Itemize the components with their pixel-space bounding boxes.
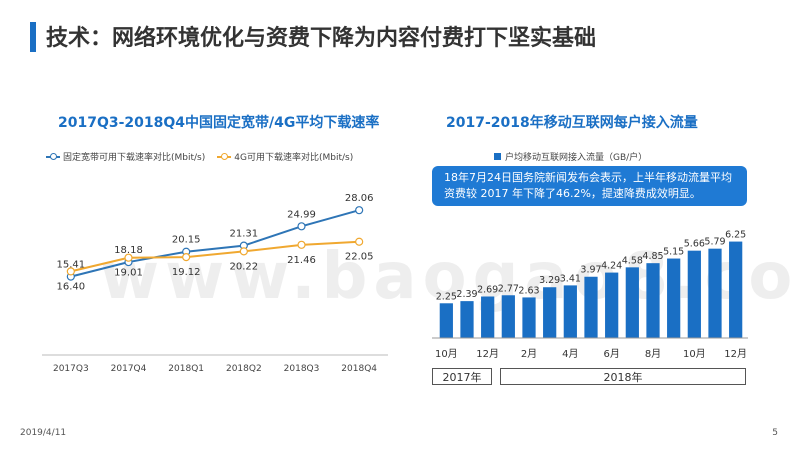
x-tick-label: 8月 [645,348,661,360]
bar-value-label: 5.66 [684,239,705,250]
bar [667,258,681,338]
data-point [297,240,306,249]
data-label: 19.12 [172,267,201,278]
data-point [355,206,364,215]
x-tick-label: 12月 [724,348,747,360]
legend-label: 4G可用下载速率对比(Mbit/s) [234,153,354,163]
x-tick-label: 10月 [435,348,458,360]
x-tick-label: 2017Q3 [53,364,89,374]
bar-value-label: 3.41 [560,273,581,284]
data-label: 15.41 [57,260,86,271]
data-label: 21.46 [287,255,316,266]
data-point [124,253,133,262]
data-label: 19.01 [114,268,143,279]
series-line-1 [70,240,360,273]
data-label: 16.40 [57,281,86,292]
data-label: 20.15 [172,235,201,246]
bar-value-label: 2.77 [498,283,519,294]
bar-value-label: 3.97 [580,265,601,276]
data-point [239,247,248,256]
data-label: 21.31 [230,229,259,240]
line-chart: 2017Q3 2017Q4 2018Q1 2018Q2 2018Q3 2018Q4 15.4… [42,193,388,374]
year-label-2018: 2018年 [500,368,746,385]
bar-value-label: 4.24 [601,261,622,272]
x-tick-label: 2017Q4 [111,364,147,374]
x-tick-label: 2018Q3 [284,364,320,374]
bar [687,250,701,338]
bar [563,285,577,338]
line-chart-title: 2017Q3-2018Q4中国固定宽带/4G平均下载速率 [58,115,380,131]
bar [460,301,474,338]
data-label: 22.05 [345,252,374,263]
bar-value-label: 5.15 [663,247,684,258]
watermark: www.baogao8.com [100,240,800,314]
bar-value-label: 2.25 [436,291,457,302]
data-label: 20.22 [230,261,259,272]
bar [522,297,536,338]
bar-value-label: 5.79 [704,237,725,248]
x-tick-label: 2018Q2 [226,364,262,374]
legend-item-4g: 4G可用下载速率对比(Mbit/s) [217,150,353,163]
bar [501,295,515,338]
legend-item-broadband: 固定宽带可用下载速率对比(Mbit/s) [46,150,205,163]
data-point [297,222,306,231]
title-accent-bar [30,22,36,52]
x-tick-label: 12月 [476,348,499,360]
data-point [66,267,75,276]
x-tick-label: 10月 [683,348,706,360]
bar [584,276,598,338]
legend-label: 固定宽带可用下载速率对比(Mbit/s) [63,153,206,163]
x-tick-label: 6月 [603,348,619,360]
data-point [355,237,364,246]
x-tick-label: 2018Q1 [168,364,204,374]
bar [646,263,660,338]
year-label-2017: 2017年 [432,368,492,385]
bar-value-label: 2.39 [456,289,477,300]
x-tick-label: 2月 [521,348,537,360]
legend-line-icon [46,152,60,160]
bar [625,267,639,338]
legend-square-icon [494,153,501,160]
footer-date: 2019/4/11 [20,428,67,438]
x-tick-label: 4月 [562,348,578,360]
bar-value-label: 2.63 [518,285,539,296]
bar-chart-legend: 户均移动互联网接入流量（GB/户） [494,150,659,163]
bar [481,296,495,338]
data-point [182,253,191,262]
bar [605,272,619,338]
bar-value-label: 2.69 [477,284,498,295]
bar [708,248,722,338]
x-tick-label: 2018Q4 [341,364,377,374]
data-label: 18.18 [114,245,143,256]
bar-chart: 2.25 2.39 2.69 2.77 2.633.29 3.413.97 4.24 4.58… [432,230,748,360]
bar-value-label: 4.58 [622,255,643,266]
series-line-0 [70,209,360,278]
legend-item-traffic: 户均移动互联网接入流量（GB/户） [494,150,647,163]
bar-value-label: 6.25 [725,230,746,241]
page-title: 技术：网络环境优化与资费下降为内容付费打下坚实基础 [46,26,597,51]
bar [543,287,557,338]
bar-value-label: 4.85 [642,251,663,262]
legend-label: 户均移动互联网接入流量（GB/户） [505,153,648,163]
bar-chart-title: 2017-2018年移动互联网每户接入流量 [446,115,698,131]
bar [439,303,453,338]
bar-value-label: 3.29 [539,275,560,286]
bar [729,241,743,338]
page-number: 5 [772,428,778,438]
data-label: 28.06 [345,193,374,204]
legend-line-icon [217,152,232,160]
data-label: 24.99 [287,209,316,220]
callout-box: 18年7月24日国务院新闻发布会表示，上半年移动流量平均资费较 2017 年下降… [432,166,747,206]
line-chart-legend: 固定宽带可用下载速率对比(Mbit/s) 4G可用下载速率对比(Mbit/s) [46,150,365,163]
